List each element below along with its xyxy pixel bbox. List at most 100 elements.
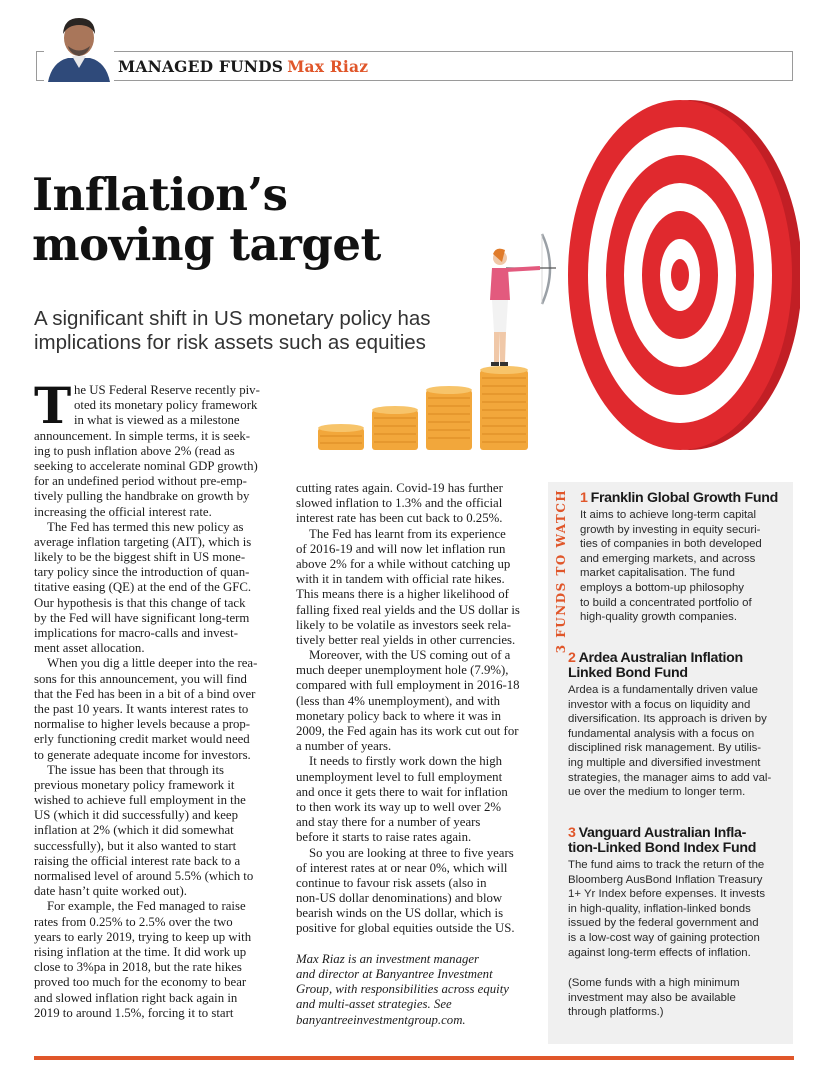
text-line: tively pulling the handbrake on growth b… [34,489,250,504]
text-line: Our hypothesis is that this change of ta… [34,595,246,610]
text-line: ing to push inflation above 2% (read as [34,443,235,458]
header-rule-box [36,51,793,81]
text-line: Ardea is a fundamentally driven value [568,684,758,696]
text-line: (Some funds with a high minimum [568,977,740,990]
text-line: the past 10 years. It wants interest rat… [34,701,249,716]
text-line: positive for global equities outside the… [296,921,515,936]
text-line: non-US dollar denominations) and blow [296,891,503,906]
text-line: he US Federal Reserve recently piv- [74,383,260,397]
fund-title: 3 Vanguard Australian Infla- tion-Linked … [568,826,790,856]
text-line: 1+ Yr Index before expenses. It invests [568,888,766,901]
text-line: a number of years. [296,739,392,754]
text-line: that the Fed has been in a bit of a bind… [34,686,256,701]
text-line: wished to achieve full employment in the [34,793,246,808]
fund-body: The fund aims to track the return of the… [568,858,790,960]
text-line: erly functioning credit market would nee… [34,732,250,747]
text-line: above 2% for a while without catching up [296,556,511,571]
coin-stacks-icon [318,366,528,450]
text-line: with it in tandem with official rate hik… [296,572,505,587]
text-line: US (which it did successfully) and keep [34,808,238,823]
text-line: It needs to firstly work down the high [309,754,502,769]
fund-title-line: Franklin Global Growth Fund [590,490,779,506]
text-line: tary policy since the introduction of qu… [34,565,250,580]
text-line: announcement. In simple terms, it is see… [34,428,251,443]
fund-title: 1 Franklin Global Growth Fund [580,491,790,506]
fund-item-2: 2 Ardea Australian Inflation Linked Bond … [568,651,790,800]
text-line: ment asset allocation. [34,641,145,656]
text-line: in what is viewed as a milestone [74,413,240,428]
fund-title: 2 Ardea Australian Inflation Linked Bond … [568,651,790,681]
text-line: slowed inflation to 1.3% and the officia… [296,496,503,511]
text-line: bearish winds on the US dollar, which is [296,906,504,921]
fund-item-3: 3 Vanguard Australian Infla- tion-Linked … [568,826,790,1020]
text-line: implications for macro-calls and invest- [34,626,238,640]
text-line: years to early 2019, trying to keep up w… [34,929,252,944]
author-bio-line: banyantreeinvestmentgroup.com. [296,1012,466,1027]
text-line: 2009, the Fed again has its work cut out… [296,724,519,738]
fund-title-line: Vanguard Australian Infla- [578,825,747,841]
text-line: successfully), but it also wanted to sta… [34,838,237,853]
body-column-1: he US Federal Reserve recently piv-oted … [34,383,292,1021]
text-line: continue to favour risk assets (also in [296,875,487,890]
text-line: increasing the official interest rate. [34,504,212,519]
fund-item-1: 1 Franklin Global Growth Fund It aims to … [580,491,790,625]
text-line: normalise to higher levels because a pro… [34,717,251,732]
text-line: proved too much for the economy to bear [34,975,247,990]
text-line: This means there is a higher likelihood … [296,587,509,602]
text-line: previous monetary policy framework it [34,777,235,792]
text-line: to then work its way up to well over 2% [296,799,502,814]
text-line: close to 3%pa in 2018, but the rate hike… [34,960,242,975]
text-line: high-quality growth companies. [580,611,738,624]
text-line: rising inflation at the time. It did wor… [34,944,247,959]
text-line: and stay there for a number of years [296,815,481,830]
text-line: tively better real yields in other curre… [296,632,516,647]
fund-body: Ardea is a fundamentally driven value inv… [568,683,790,800]
standfirst: A significant shift in US monetary polic… [34,307,454,355]
headline: Inflation’s moving target [32,170,472,270]
fund-title-line: tion-Linked Bond Index Fund [568,840,757,856]
text-line: and slowed inflation right back again in [34,990,238,1005]
text-line: Bloomberg AusBond Inflation Treasury [568,873,763,886]
text-line: cutting rates again. Covid-19 has furthe… [296,481,503,495]
text-line: When you dig a little deeper into the re… [47,656,258,671]
text-line: For example, the Fed managed to raise [47,899,246,914]
text-line: ing multiple and diversified investment [568,756,761,769]
text-line: rates from 0.25% to 2.5% over the two [34,914,233,929]
text-line: The fund aims to track the return of the [568,859,765,871]
text-line: market capitalisation. The fund [580,567,735,580]
author-name: Max Riaz [287,57,369,76]
text-line: fundamental analysis with a focus on [568,727,755,740]
section-label: MANAGED FUNDS Max Riaz [118,57,368,76]
funds-footnote: (Some funds with a high minimum investmen… [568,976,790,1020]
fund-title-line: Linked Bond Fund [568,665,688,681]
text-line: interest rate has been cut back to 0.25%… [296,511,503,526]
text-line: by the Fed will have significant long-te… [34,610,250,625]
text-line: is a low-cost way of gaining protection [568,931,760,944]
drop-cap: T [34,376,72,435]
text-line: 2019 to around 1.5%, forcing it to start [34,1005,234,1020]
text-line: likely to be volatile as investors seek … [296,617,511,632]
text-line: through platforms.) [568,1006,664,1019]
text-line: The Fed has termed this new policy as [47,519,244,534]
author-bio-line: and multi-asset strategies. See [296,997,452,1012]
fund-number: 2 [568,650,576,666]
text-line: raising the official interest rate back … [34,853,241,868]
text-line: for an undefined period without pre-emp- [34,474,247,489]
section-name: MANAGED FUNDS [118,57,284,76]
bottom-rule [34,1056,794,1060]
text-line: monetary policy back to where it was in [296,708,502,723]
text-line: date hasn’t quite worked out). [34,884,187,899]
text-line: against long-term effects of inflation. [568,946,751,959]
text-line: titative easing (QE) at the end of the G… [34,580,252,595]
text-line: strategies, the manager aims to add val- [568,771,772,784]
text-line: before it starts to raise rates again. [296,830,472,845]
headline-line: Inflation’s [32,168,288,221]
funds-side-label: 3 FUNDS TO WATCH [554,488,568,654]
text-line: disciplined risk management. By utilis- [568,742,762,755]
text-line: and emerging markets, and across [580,552,756,565]
text-line: sons for this announcement, you will fin… [34,671,247,686]
avatar [44,10,114,82]
text-line: much deeper unemployment hole (7.9%), [296,663,509,678]
text-line: investor with a focus on liquidity and [568,698,751,711]
author-bio-line: and director at Banyantree Investment [296,967,493,981]
